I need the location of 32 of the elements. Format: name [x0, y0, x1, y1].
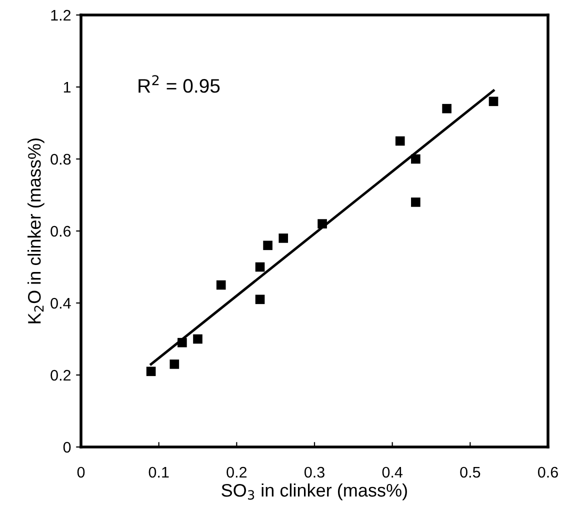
x-axis-title: SO$_{3}$ in clinker (mass%)	[222, 483, 407, 500]
point	[170, 360, 180, 369]
y-tick-label: 1	[64, 82, 71, 93]
point	[255, 262, 265, 272]
y-tick-label: 0.4	[50, 298, 71, 309]
point	[178, 338, 187, 348]
point	[263, 240, 272, 250]
point	[318, 219, 327, 228]
point	[442, 104, 452, 114]
x-tick-label: 0.3	[304, 466, 324, 478]
point	[411, 154, 420, 164]
x-tick-label: 0.4	[382, 466, 403, 478]
point	[411, 198, 420, 207]
x-tick-label: 0.6	[538, 466, 558, 478]
x-tick-label: 0	[77, 466, 85, 478]
y-tick-label: 0	[63, 442, 71, 453]
point	[216, 280, 226, 290]
x-tick-label: 0.2	[226, 466, 247, 478]
y-tick-label: 0.6	[50, 226, 71, 237]
point	[488, 96, 498, 106]
y-tick-label: 0.2	[50, 370, 71, 381]
y-tick-label: 0.8	[50, 154, 71, 165]
x-tick-label: 0.1	[148, 466, 169, 478]
point	[146, 366, 156, 376]
x-tick-label: 0.5	[460, 466, 480, 478]
point	[395, 136, 405, 146]
point	[278, 234, 288, 243]
annotation: R$^{2}$ = 0.95	[138, 75, 220, 93]
point	[255, 294, 265, 304]
point	[193, 334, 202, 344]
y-axis-title: K$_{2}$O in clinker (mass%)	[28, 138, 44, 324]
y-tick-label: 1.2	[51, 10, 71, 21]
